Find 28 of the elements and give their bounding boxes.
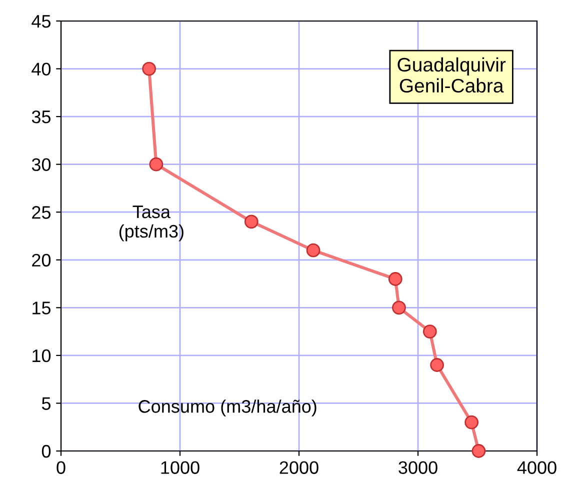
y-tick-label: 20 xyxy=(32,254,51,267)
point xyxy=(306,243,320,258)
point xyxy=(244,214,258,229)
point xyxy=(472,444,486,458)
y-tick-label: 5 xyxy=(42,397,51,410)
y-tick-label: 45 xyxy=(32,15,51,28)
x-tick-label: 3000 xyxy=(398,461,438,474)
y-axis-title: Tasa (pts/m3) xyxy=(119,206,184,242)
x-tick-label: 2000 xyxy=(280,461,318,474)
y-tick-label: 25 xyxy=(32,206,51,219)
y-tick-label: 0 xyxy=(42,444,51,458)
point xyxy=(464,415,478,430)
point xyxy=(392,300,406,315)
x-tick-label: 0 xyxy=(56,461,66,474)
x-axis-title: Consumo (m3/ha/año) xyxy=(138,400,316,416)
point xyxy=(149,157,164,172)
text: Guadalquivir Genil-Cabra xyxy=(398,57,506,93)
y-tick-label: 40 xyxy=(32,62,51,76)
point xyxy=(388,272,402,286)
point xyxy=(142,62,156,76)
point xyxy=(430,358,444,372)
y-tick-label: 10 xyxy=(32,349,51,362)
y-tick-label: 15 xyxy=(32,302,51,314)
y-tick-label: 30 xyxy=(32,158,51,172)
x-tick-label: 1000 xyxy=(161,461,200,474)
point xyxy=(422,324,437,338)
y-tick-label: 35 xyxy=(32,110,51,124)
x-tick-label: 4000 xyxy=(517,461,556,474)
